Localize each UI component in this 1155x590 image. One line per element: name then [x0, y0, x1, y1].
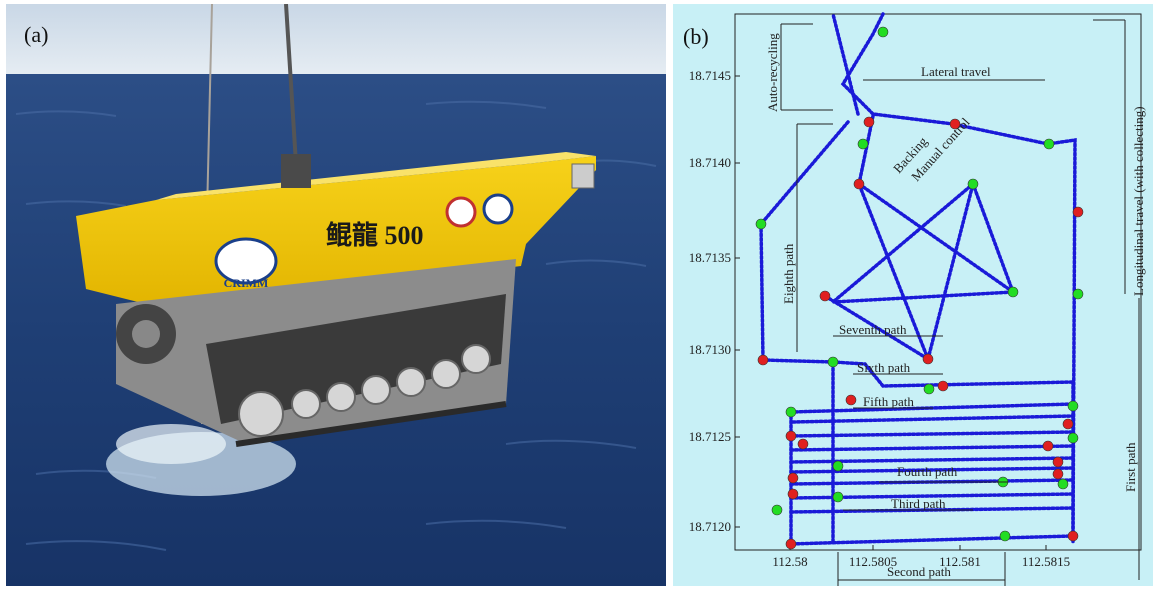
track-segment	[857, 114, 875, 186]
start-waypoint-marker	[787, 472, 799, 484]
end-waypoint-marker	[857, 138, 869, 150]
y-tick-label: 18.7140	[689, 155, 731, 170]
end-waypoint-marker	[923, 383, 935, 395]
start-waypoint-marker	[1072, 206, 1084, 218]
annotation-eighth-path: Eighth path	[781, 243, 796, 304]
plot-frame	[734, 13, 1142, 551]
end-waypoint-marker	[1067, 432, 1079, 444]
annotation-longitudinal-travel: Longitudinal travel (with collecting)	[1131, 106, 1146, 296]
x-tick-label: 112.581	[939, 554, 981, 569]
track-segment	[823, 178, 1016, 362]
annotation-auto-recycling: Auto-recycling	[765, 33, 780, 112]
vehicle-name-text: 鲲龍 500	[326, 220, 424, 250]
y-tick-label: 18.7135	[689, 250, 731, 265]
start-waypoint-marker	[863, 116, 875, 128]
end-waypoint-marker	[1067, 400, 1079, 412]
start-waypoint-marker	[949, 118, 961, 130]
track-segment	[789, 466, 1075, 474]
track-segment	[786, 112, 1077, 546]
vehicle-photo-illustration: CRIMM 鲲龍 500 (a)	[6, 4, 666, 586]
end-waypoint-marker	[999, 530, 1011, 542]
end-waypoint-marker	[832, 460, 844, 472]
trajectory-plot: (b) 18.7145 18.7140 18.7135 18.7130 18.7…	[673, 4, 1153, 586]
start-waypoint-marker	[785, 538, 797, 550]
end-waypoint-marker	[771, 504, 783, 516]
track-segment	[831, 360, 1075, 388]
end-waypoint-marker	[967, 178, 979, 190]
annotation-third-path: Third path	[891, 496, 946, 511]
track-segment	[791, 414, 1075, 424]
start-waypoint-marker	[937, 380, 949, 392]
annotation-fifth-path: Fifth path	[863, 394, 914, 409]
annotation-sixth-path: Sixth path	[857, 360, 911, 375]
trajectory-tracks	[759, 12, 1077, 546]
track-segment	[789, 430, 1075, 438]
end-waypoint-marker	[785, 406, 797, 418]
track-segment	[759, 120, 850, 364]
start-waypoint-marker	[797, 438, 809, 450]
y-tick-label: 18.7120	[689, 519, 731, 534]
track-segment	[831, 12, 860, 116]
end-waypoint-marker	[1043, 138, 1055, 150]
start-waypoint-marker	[853, 178, 865, 190]
end-waypoint-marker	[1057, 478, 1069, 490]
track-segment	[840, 12, 885, 116]
annotation-fourth-path: Fourth path	[897, 464, 958, 479]
start-waypoint-marker	[757, 354, 769, 366]
start-waypoint-marker	[1052, 468, 1064, 480]
y-tick-label: 18.7145	[689, 68, 731, 83]
annotation-first-path: First path	[1123, 442, 1138, 492]
end-waypoint-marker	[755, 218, 767, 230]
start-waypoint-marker	[787, 488, 799, 500]
annotation-seventh-path: Seventh path	[839, 322, 907, 337]
x-tick-label: 112.58	[772, 554, 807, 569]
start-waypoint-marker	[1052, 456, 1064, 468]
panel-b-label: (b)	[683, 24, 709, 49]
x-tick-label: 112.5815	[1022, 554, 1070, 569]
end-waypoint-marker	[832, 491, 844, 503]
y-tick-label: 18.7125	[689, 429, 731, 444]
end-waypoint-marker	[1007, 286, 1019, 298]
start-waypoint-marker	[922, 353, 934, 365]
emblem-icon	[482, 193, 514, 225]
end-waypoint-marker	[1072, 288, 1084, 300]
x-tick-label: 112.5805	[849, 554, 897, 569]
vehicle-photo: CRIMM 鲲龍 500 (a)	[6, 4, 666, 586]
end-waypoint-marker	[877, 26, 889, 38]
crimm-logo-icon	[214, 237, 278, 285]
emblem-icon	[445, 196, 477, 228]
start-waypoint-marker	[785, 430, 797, 442]
end-waypoint-marker	[827, 356, 839, 368]
logo-text: CRIMM	[224, 276, 269, 290]
track-segment	[789, 444, 1075, 452]
trajectory-plot-svg: (b) 18.7145 18.7140 18.7135 18.7130 18.7…	[673, 4, 1153, 586]
start-waypoint-marker	[819, 290, 831, 302]
start-waypoint-marker	[1042, 440, 1054, 452]
panel-a-label: (a)	[24, 22, 48, 47]
annotation-lateral-travel: Lateral travel	[921, 64, 991, 79]
start-waypoint-marker	[1062, 418, 1074, 430]
annotation-second-path: Second path	[887, 564, 951, 579]
y-tick-label: 18.7130	[689, 342, 731, 357]
start-waypoint-marker	[845, 394, 857, 406]
start-waypoint-marker	[1067, 530, 1079, 542]
